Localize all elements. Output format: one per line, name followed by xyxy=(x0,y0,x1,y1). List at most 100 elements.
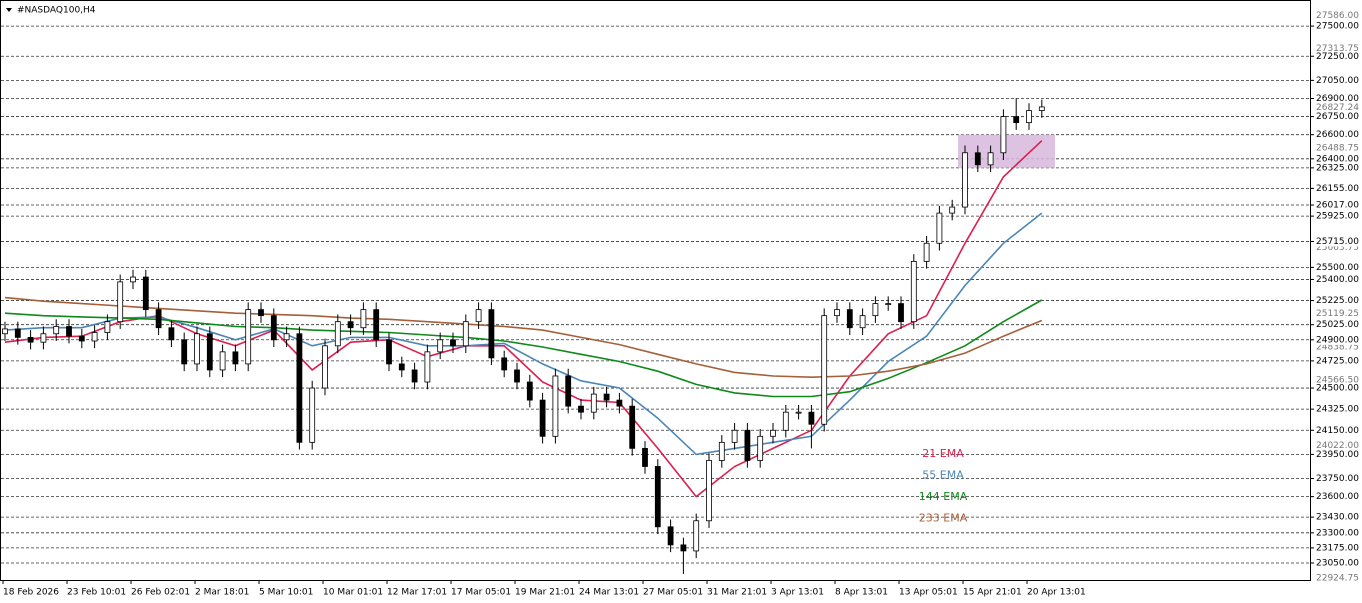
candle-body xyxy=(219,351,226,371)
y-tick-label: 23430.00 xyxy=(1316,513,1359,523)
candle-body xyxy=(53,326,60,335)
y-tick-label: 27050.00 xyxy=(1316,76,1359,86)
y-tick-bg xyxy=(1314,404,1360,415)
candle-body xyxy=(552,375,559,437)
candle-body xyxy=(514,369,520,383)
candle-body xyxy=(578,405,584,413)
candle-body xyxy=(936,212,943,244)
candle-body xyxy=(155,309,162,329)
candle-body xyxy=(706,460,712,522)
y-tick-bg xyxy=(1314,262,1360,273)
candle-body xyxy=(386,339,392,365)
candle-body xyxy=(885,303,892,305)
candle-body xyxy=(117,281,124,323)
candle-body xyxy=(424,351,431,383)
price-label: 26488.75 xyxy=(1316,144,1359,154)
candle-body xyxy=(1000,116,1007,154)
candle-body xyxy=(334,321,341,347)
candle-body xyxy=(654,466,661,528)
y-tick-label: 26400.00 xyxy=(1316,154,1359,164)
candle-body xyxy=(437,339,444,353)
candle-body xyxy=(104,321,111,333)
ema-line xyxy=(4,296,1043,379)
candle-body xyxy=(206,333,213,371)
candle-body xyxy=(373,309,380,341)
candle-body xyxy=(501,357,508,371)
legend-entry: 55 EMA xyxy=(922,469,964,482)
candle-body xyxy=(539,399,546,437)
x-tick-label: 20 Apr 13:01 xyxy=(1027,588,1086,598)
y-tick-bg xyxy=(1314,449,1360,460)
x-tick-label: 23 Feb 10:01 xyxy=(67,588,126,598)
candle-body xyxy=(526,381,533,401)
candle-body xyxy=(232,351,239,365)
y-tick-label: 24725.00 xyxy=(1316,356,1359,366)
x-tick-label: 2 Mar 18:01 xyxy=(195,588,249,598)
candle-body xyxy=(757,435,764,461)
y-tick-label: 23750.00 xyxy=(1316,474,1359,484)
candle-body xyxy=(782,411,789,431)
x-tick-label: 8 Apr 13:01 xyxy=(835,588,888,598)
y-tick-label: 27250.00 xyxy=(1316,52,1359,62)
legend-entry: 21 EMA xyxy=(922,447,964,460)
y-tick-bg xyxy=(1314,295,1360,306)
y-tick-bg xyxy=(1314,75,1360,86)
x-tick-label: 5 Mar 10:01 xyxy=(259,588,313,598)
y-tick-label: 26155.00 xyxy=(1316,184,1359,194)
ema-line xyxy=(4,140,1043,498)
candle-body xyxy=(872,303,879,317)
x-tick-label: 24 Mar 13:01 xyxy=(579,588,639,598)
y-tick-bg xyxy=(1314,473,1360,484)
candle-body xyxy=(731,429,738,443)
candle-body xyxy=(1038,106,1045,111)
ema-line xyxy=(4,299,1043,398)
y-tick-bg xyxy=(1314,557,1360,568)
y-tick-label: 26900.00 xyxy=(1316,94,1359,104)
candle-body xyxy=(770,429,776,437)
candle-body xyxy=(168,327,175,341)
candle-body xyxy=(181,339,188,365)
y-tick-label: 25500.00 xyxy=(1316,263,1359,273)
y-tick-bg xyxy=(1314,200,1360,211)
y-tick-bg xyxy=(1314,542,1360,553)
candle-body xyxy=(130,276,136,283)
candle-body xyxy=(629,405,636,449)
y-tick-bg xyxy=(1314,236,1360,247)
y-tick-bg xyxy=(1314,383,1360,394)
x-tick-label: 15 Apr 21:01 xyxy=(963,588,1022,598)
candle-body xyxy=(322,345,328,389)
y-tick-label: 25925.00 xyxy=(1316,212,1359,222)
candle-body xyxy=(475,309,482,323)
y-tick-bg xyxy=(1314,491,1360,502)
candle-body xyxy=(2,328,8,335)
candle-body xyxy=(450,339,456,347)
x-tick-label: 13 Apr 05:01 xyxy=(899,588,958,598)
candle-body xyxy=(616,399,623,407)
y-tick-bg xyxy=(1314,334,1360,345)
candle-body xyxy=(987,152,994,166)
price-label: 22924.75 xyxy=(1316,574,1359,584)
price-label: 25663.75 xyxy=(1316,243,1359,253)
y-tick-bg xyxy=(1314,274,1360,285)
y-tick-label: 25225.00 xyxy=(1316,296,1359,306)
candle-body xyxy=(245,309,252,365)
candle-body xyxy=(667,526,674,546)
candle-body xyxy=(821,315,828,425)
candle-body xyxy=(910,260,917,323)
candle-body xyxy=(744,429,751,461)
candle-body xyxy=(962,152,968,208)
candle-body xyxy=(283,333,290,341)
candle-body xyxy=(411,369,418,383)
y-tick-label: 23175.00 xyxy=(1316,543,1359,553)
x-tick-label: 26 Feb 02:01 xyxy=(131,588,190,598)
y-tick-bg xyxy=(1314,319,1360,330)
y-tick-label: 26750.00 xyxy=(1316,112,1359,122)
candle-body xyxy=(1013,116,1020,124)
candle-body xyxy=(194,333,200,365)
x-tick-label: 31 Mar 21:01 xyxy=(707,588,767,598)
candle-body xyxy=(488,309,495,359)
candle-body xyxy=(565,375,572,407)
x-tick-label: 27 Mar 05:01 xyxy=(643,588,703,598)
y-tick-label: 23950.00 xyxy=(1316,450,1359,460)
